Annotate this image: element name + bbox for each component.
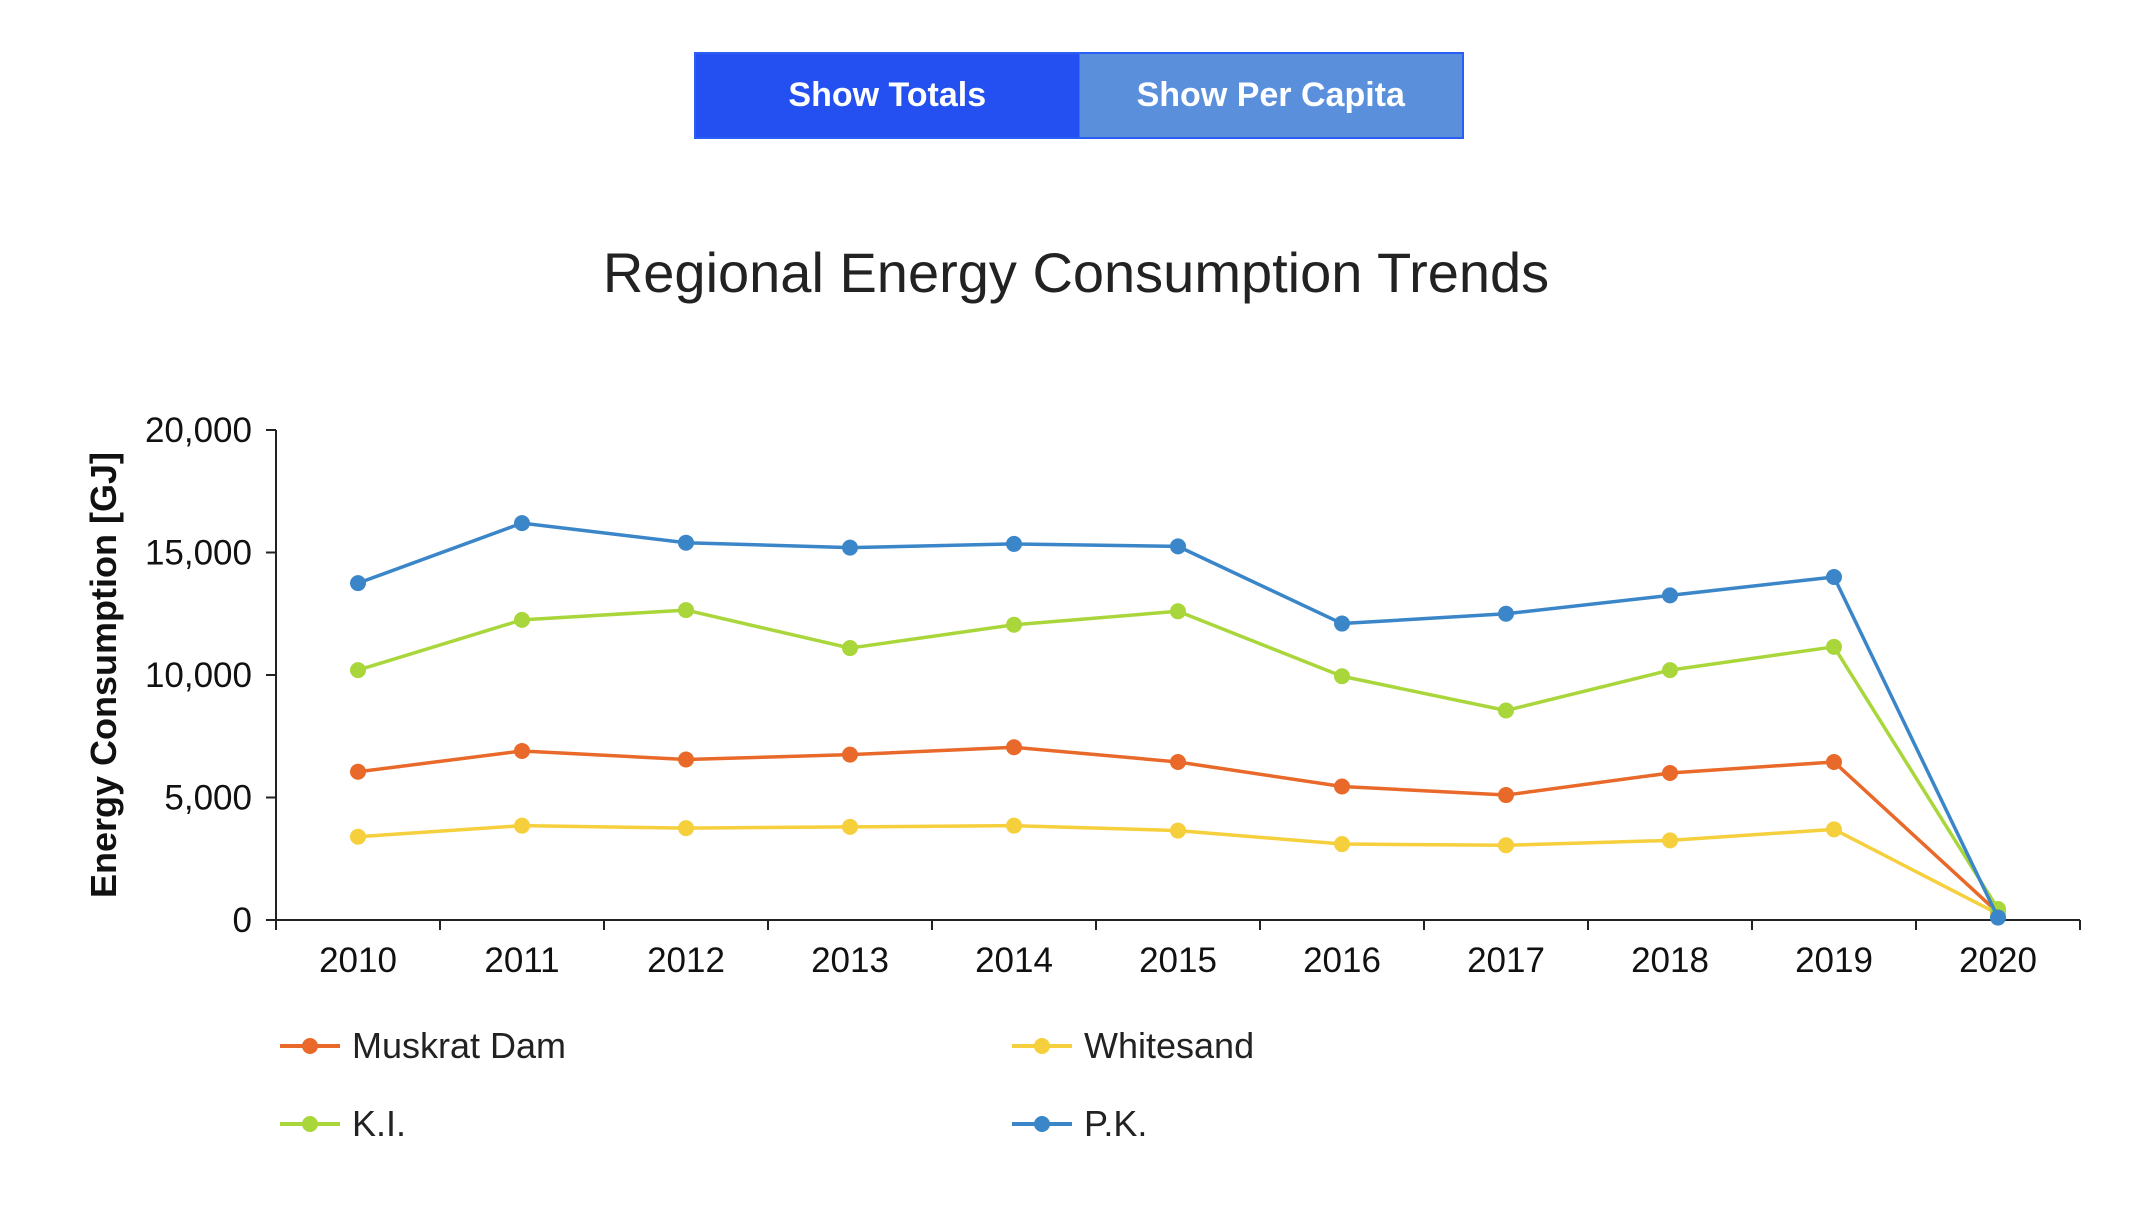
- y-tick-label: 10,000: [145, 656, 252, 695]
- y-tick-label: 0: [233, 901, 252, 940]
- data-point[interactable]: [350, 575, 366, 592]
- data-point[interactable]: [842, 640, 858, 657]
- y-tick-label: 5,000: [164, 779, 252, 818]
- show-totals-button[interactable]: Show Totals: [696, 54, 1079, 137]
- data-point[interactable]: [1498, 702, 1514, 719]
- data-point[interactable]: [678, 534, 694, 551]
- data-point[interactable]: [1170, 822, 1186, 839]
- series-line: [357, 521, 2000, 919]
- legend-label: K.I.: [352, 1103, 406, 1144]
- data-point[interactable]: [1006, 817, 1022, 834]
- data-point[interactable]: [1334, 778, 1350, 795]
- data-point[interactable]: [514, 515, 530, 532]
- data-point[interactable]: [1990, 909, 2006, 926]
- show-per-capita-button[interactable]: Show Per Capita: [1078, 54, 1462, 137]
- data-point[interactable]: [1662, 765, 1678, 781]
- axes: 0 5,000 10,000 15,000 20,000 2010 2011 2012 2013…: [145, 411, 2081, 980]
- data-point[interactable]: [1334, 836, 1350, 853]
- data-point[interactable]: [1662, 587, 1678, 604]
- y-axis-title: Energy Consumption [GJ]: [83, 452, 124, 898]
- x-tick-label: 2018: [1631, 941, 1709, 980]
- view-toggle: Show Totals Show Per Capita: [694, 52, 1464, 139]
- data-point[interactable]: [1826, 638, 1842, 655]
- data-point[interactable]: [842, 539, 858, 556]
- data-point[interactable]: [678, 602, 694, 619]
- data-point[interactable]: [1826, 753, 1842, 770]
- data-point[interactable]: [1170, 753, 1186, 770]
- data-point[interactable]: [1826, 569, 1842, 585]
- data-point[interactable]: [842, 818, 858, 835]
- legend-item[interactable]: Muskrat Dam: [280, 1025, 566, 1066]
- legend: Muskrat Dam Whitesand K.I. P.K.: [280, 1025, 1254, 1144]
- legend-item[interactable]: K.I.: [280, 1103, 406, 1144]
- data-point[interactable]: [1334, 615, 1350, 632]
- chart-title: Regional Energy Consumption Trends: [603, 241, 1549, 304]
- data-point[interactable]: [1006, 616, 1022, 633]
- legend-swatch-dot: [1034, 1116, 1050, 1132]
- x-tick-label: 2017: [1467, 941, 1545, 980]
- data-point[interactable]: [350, 662, 366, 679]
- data-point[interactable]: [1006, 739, 1022, 756]
- legend-label: P.K.: [1084, 1103, 1147, 1144]
- series-layer: [350, 515, 2006, 926]
- data-point[interactable]: [1170, 603, 1186, 620]
- data-point[interactable]: [514, 817, 530, 834]
- x-tick-label: 2014: [975, 941, 1053, 980]
- legend-label: Muskrat Dam: [352, 1025, 566, 1066]
- x-tick-label: 2010: [319, 941, 397, 980]
- legend-swatch-dot: [302, 1038, 318, 1054]
- data-point[interactable]: [1662, 832, 1678, 849]
- data-point[interactable]: [1826, 821, 1842, 838]
- data-point[interactable]: [350, 763, 366, 780]
- x-tick-label: 2011: [484, 941, 559, 980]
- series-whitesand: [350, 817, 2006, 922]
- series-line: [357, 823, 1999, 916]
- legend-item[interactable]: P.K.: [1012, 1103, 1147, 1144]
- y-tick-label: 15,000: [145, 534, 252, 573]
- data-point[interactable]: [350, 828, 366, 845]
- x-tick-label: 2012: [647, 941, 725, 980]
- data-point[interactable]: [1662, 662, 1678, 679]
- data-point[interactable]: [1498, 605, 1514, 622]
- x-tick-label: 2013: [811, 941, 889, 980]
- x-tick-label: 2015: [1139, 941, 1217, 980]
- legend-label: Whitesand: [1084, 1025, 1254, 1066]
- legend-swatch-dot: [302, 1116, 318, 1132]
- data-point[interactable]: [1170, 538, 1186, 555]
- data-point[interactable]: [514, 742, 530, 759]
- data-point[interactable]: [1498, 787, 1514, 804]
- x-tick-label: 2016: [1303, 941, 1381, 980]
- data-point[interactable]: [1334, 668, 1350, 685]
- x-tick-label: 2020: [1959, 941, 2037, 980]
- series-p-k: [350, 515, 2006, 926]
- y-tick-label: 20,000: [145, 411, 252, 450]
- x-tick-label: 2019: [1795, 941, 1873, 980]
- data-point[interactable]: [842, 746, 858, 763]
- data-point[interactable]: [678, 751, 694, 768]
- data-point[interactable]: [1498, 837, 1514, 854]
- legend-item[interactable]: Whitesand: [1012, 1025, 1254, 1066]
- data-point[interactable]: [1006, 535, 1022, 552]
- data-point[interactable]: [678, 820, 694, 837]
- legend-swatch-dot: [1034, 1038, 1050, 1054]
- data-point[interactable]: [514, 611, 530, 628]
